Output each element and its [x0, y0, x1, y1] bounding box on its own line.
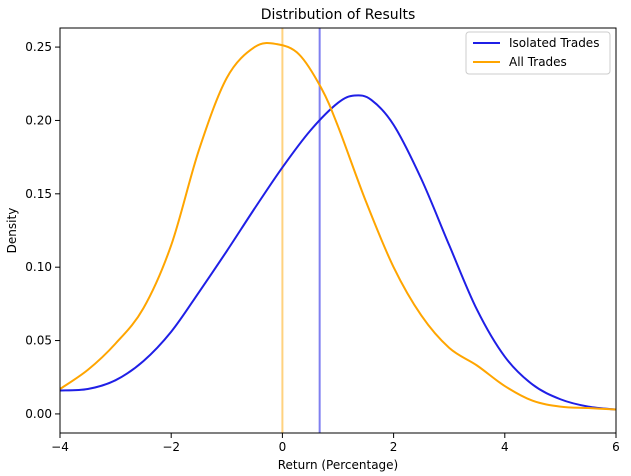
- y-tick-label: 0.05: [25, 334, 52, 348]
- x-tick-label: 0: [279, 440, 287, 454]
- x-axis-label: Return (Percentage): [278, 458, 399, 472]
- chart-title: Distribution of Results: [261, 7, 416, 23]
- legend-box: [465, 31, 611, 75]
- vertical-lines: [281, 28, 321, 433]
- x-tick-label: 4: [501, 440, 509, 454]
- plot-area: [59, 27, 617, 434]
- plot-frame: [59, 27, 617, 434]
- y-tick-label: 0.25: [25, 40, 52, 54]
- y-axis-label: Density: [5, 208, 19, 254]
- legend-label-1: Isolated Trades: [509, 36, 599, 50]
- y-tick-label: 0.10: [25, 260, 52, 274]
- series-lines: [59, 42, 617, 411]
- series-line-1: [59, 94, 617, 411]
- legend-label-2: All Trades: [509, 55, 567, 69]
- x-tick-label: −2: [162, 440, 180, 454]
- y-tick-label: 0.20: [25, 113, 52, 127]
- y-tick-label: 0.00: [25, 407, 52, 421]
- y-axis: 0.00 0.05 0.10 0.15 0.20 0.25: [25, 40, 60, 421]
- x-tick-label: −4: [51, 440, 69, 454]
- x-axis: −4 −2 0 2 4 6: [51, 433, 620, 454]
- x-tick-label: 2: [390, 440, 398, 454]
- legend: Isolated Trades All Trades: [465, 31, 611, 75]
- x-tick-label: 6: [612, 440, 620, 454]
- y-tick-label: 0.15: [25, 187, 52, 201]
- series-line-2: [59, 42, 617, 411]
